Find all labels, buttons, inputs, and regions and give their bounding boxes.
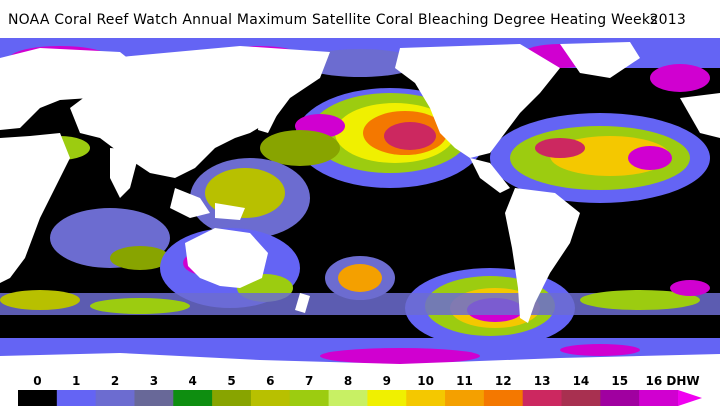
legend-arrow	[678, 390, 702, 406]
map-canvas	[0, 38, 720, 365]
legend-tick-label: 4	[188, 374, 197, 388]
land-new-guinea	[215, 203, 245, 220]
legend-swatch	[328, 390, 368, 406]
legend-tick-label: 12	[494, 374, 512, 388]
dhw-legend: 0 1 2 3 4 5 6 7 8 9 10 11 12 13 14 15 16 DHW	[0, 368, 720, 411]
legend-colorbar	[18, 390, 702, 406]
map-title-bar: NOAA Coral Reef Watch Annual Maximum Sat…	[0, 0, 720, 38]
map-year: 2013	[649, 12, 686, 28]
legend-swatch	[483, 390, 524, 406]
land-masses	[0, 42, 720, 365]
legend-swatch	[212, 390, 252, 406]
land-india	[110, 148, 140, 198]
legend-swatch	[561, 390, 601, 406]
legend-ticks: 0 1 2 3 4 5 6 7 8 9 10 11 12 13 14 15 16 DHW	[18, 374, 699, 390]
legend-swatch	[56, 390, 97, 406]
land-africa	[0, 133, 70, 283]
land-new-zealand	[295, 293, 310, 313]
legend-swatch	[445, 390, 485, 406]
legend-tick-label: 5	[227, 374, 236, 388]
legend-swatch	[250, 390, 291, 406]
land-south-america	[505, 188, 580, 323]
legend-swatch	[406, 390, 446, 406]
legend-swatch	[289, 390, 330, 406]
dhw-world-map	[0, 38, 720, 365]
legend-tick-label: 6	[266, 374, 275, 388]
legend-tick-label: 11	[456, 374, 473, 388]
land-japan	[258, 98, 278, 133]
legend-swatch	[600, 390, 640, 406]
legend-tick-label: 15	[611, 374, 629, 388]
legend-tick-label: 3	[149, 374, 159, 388]
legend-swatch	[639, 390, 679, 406]
land-asia	[70, 46, 330, 178]
legend-swatch	[173, 390, 213, 406]
land-australia	[185, 228, 268, 288]
legend-swatch	[134, 390, 174, 406]
legend-tick-label: 13	[533, 374, 551, 388]
legend-tick-label: 14	[572, 374, 590, 388]
legend-tick-label: 10	[417, 374, 434, 388]
legend-colorbar-svg	[18, 390, 702, 406]
legend-tick-label: 2	[110, 374, 120, 388]
legend-tick-label: 7	[304, 374, 314, 388]
legend-tick-label: 8	[343, 374, 353, 388]
legend-tick-label: 0	[33, 374, 42, 388]
legend-tick-label: 1	[72, 374, 81, 388]
legend-swatch	[367, 390, 407, 406]
land-indonesia	[170, 188, 210, 218]
legend-tick-label: 16 DHW	[645, 374, 700, 388]
land-north-america	[395, 44, 560, 158]
land-antarctica	[0, 353, 720, 365]
land-europe-east	[680, 93, 720, 138]
legend-tick-label: 9	[382, 374, 391, 388]
land-central-america	[470, 158, 510, 193]
legend-swatch	[18, 390, 58, 406]
map-title: NOAA Coral Reef Watch Annual Maximum Sat…	[8, 12, 658, 28]
legend-swatch	[522, 390, 563, 406]
land-greenland	[560, 42, 640, 78]
legend-swatch	[95, 390, 135, 406]
